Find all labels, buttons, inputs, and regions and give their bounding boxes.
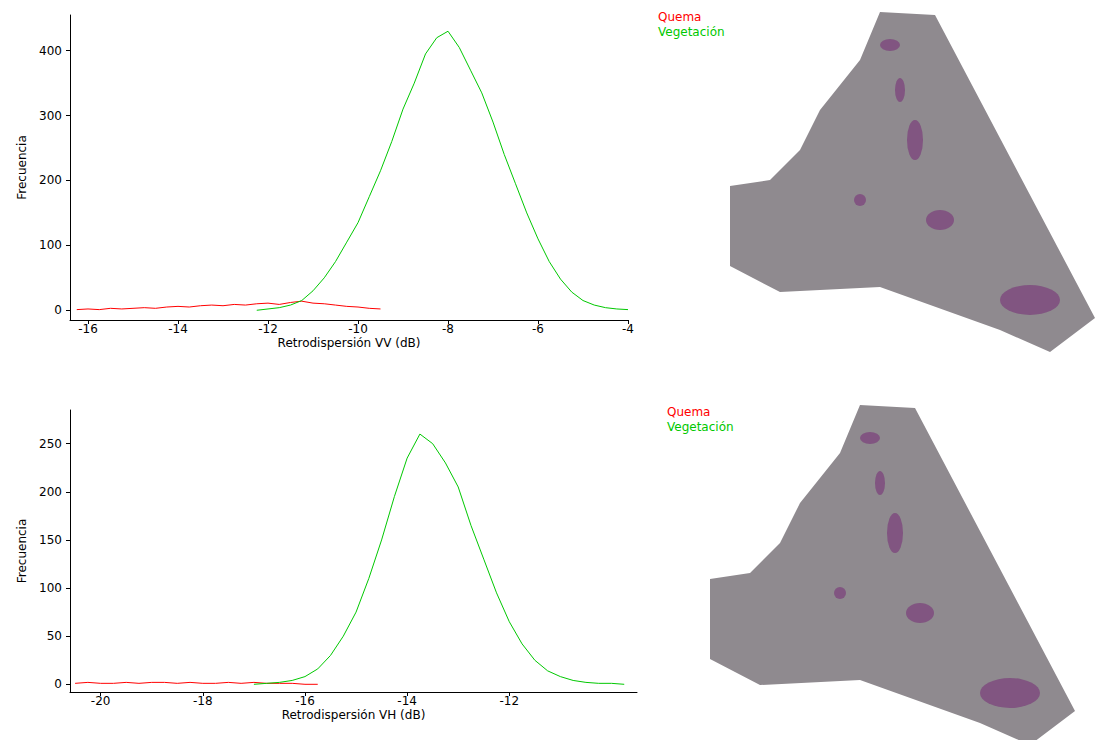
svg-text:-8: -8 (442, 322, 454, 336)
svg-text:400: 400 (39, 44, 62, 58)
svg-text:Retrodispersión VH (dB): Retrodispersión VH (dB) (282, 708, 426, 722)
svg-text:-20: -20 (91, 694, 111, 708)
svg-text:Frecuencia: Frecuencia (15, 519, 29, 584)
svg-text:Vegetación: Vegetación (667, 420, 734, 434)
svg-text:Quema: Quema (658, 10, 701, 24)
svg-text:250: 250 (39, 437, 62, 451)
svg-text:-12: -12 (499, 694, 519, 708)
svg-text:-12: -12 (258, 322, 278, 336)
svg-text:300: 300 (39, 109, 62, 123)
svg-text:50: 50 (47, 629, 62, 643)
svg-text:200: 200 (39, 173, 62, 187)
svg-text:-4: -4 (622, 322, 634, 336)
svg-text:200: 200 (39, 485, 62, 499)
svg-text:0: 0 (54, 677, 62, 691)
svg-text:-6: -6 (532, 322, 544, 336)
svg-text:-14: -14 (397, 694, 417, 708)
svg-text:-10: -10 (348, 322, 368, 336)
svg-text:-16: -16 (295, 694, 315, 708)
svg-text:-14: -14 (168, 322, 188, 336)
svg-text:100: 100 (39, 238, 62, 252)
svg-text:Vegetación: Vegetación (658, 25, 725, 39)
svg-text:-16: -16 (78, 322, 98, 336)
svg-text:Quema: Quema (667, 405, 710, 419)
svg-text:-18: -18 (193, 694, 213, 708)
svg-text:150: 150 (39, 533, 62, 547)
svg-text:Frecuencia: Frecuencia (15, 135, 29, 200)
svg-text:Retrodispersión VV (dB): Retrodispersión VV (dB) (278, 336, 421, 350)
svg-text:0: 0 (54, 303, 62, 317)
svg-text:100: 100 (39, 581, 62, 595)
